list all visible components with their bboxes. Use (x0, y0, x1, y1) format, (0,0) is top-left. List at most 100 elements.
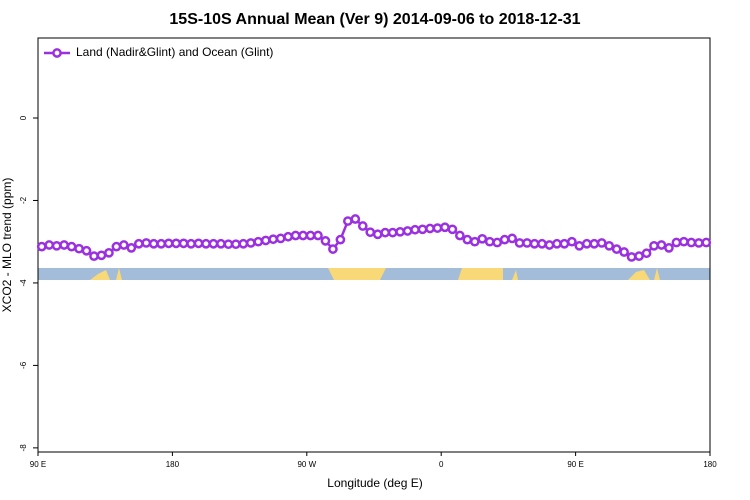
data-point (104, 247, 114, 258)
data-point (178, 238, 189, 249)
data-point (298, 230, 308, 241)
data-point (260, 235, 271, 246)
data-point (611, 244, 622, 254)
data-point (596, 238, 607, 248)
data-point (148, 238, 159, 249)
data-point (372, 229, 383, 240)
data-point (641, 248, 652, 259)
x-axis-label: Longitude (deg E) (327, 476, 422, 490)
data-point (447, 224, 458, 235)
data-point (357, 221, 368, 231)
data-point (216, 238, 226, 249)
data-point (223, 239, 234, 250)
data-point (537, 238, 547, 249)
data-point (193, 238, 204, 249)
y-tick-label: 0 (19, 115, 28, 120)
data-point (268, 234, 279, 245)
data-point (186, 238, 196, 249)
data-point (649, 240, 659, 251)
data-point (201, 238, 211, 249)
data-point (141, 238, 152, 248)
data-point (499, 234, 510, 245)
data-point (492, 237, 503, 248)
data-point (462, 234, 473, 245)
data-point (522, 238, 532, 248)
land-patch (328, 268, 386, 280)
y-axis-label: XCO2 - MLO trend (ppm) (0, 178, 14, 313)
data-point (507, 233, 517, 244)
data-point (126, 243, 137, 253)
data-point (89, 251, 99, 261)
data-point (44, 240, 55, 250)
data-point (231, 239, 241, 250)
data-point (283, 231, 293, 242)
data-point (574, 240, 585, 251)
data-point (275, 233, 286, 244)
data-point (619, 247, 629, 257)
y-tick-label: -4 (19, 279, 28, 287)
legend-label: Land (Nadir&Glint) and Ocean (Glint) (76, 45, 273, 59)
data-point (313, 230, 323, 241)
data-point (679, 236, 689, 247)
data-point (455, 230, 465, 241)
x-tick-label: 180 (703, 460, 717, 469)
land-patch (90, 270, 110, 280)
chart-title: 15S-10S Annual Mean (Ver 9) 2014-09-06 t… (169, 11, 580, 28)
data-point (402, 226, 413, 236)
data-point (567, 236, 577, 247)
data-point (350, 214, 361, 224)
data-point (514, 238, 525, 248)
data-point (432, 223, 443, 233)
data-point (96, 250, 107, 261)
data-point (163, 238, 174, 249)
data-point (671, 237, 682, 248)
data-point (664, 243, 674, 253)
land-patch (654, 268, 660, 280)
x-tick-label: 90 E (30, 460, 46, 469)
data-point (171, 238, 181, 249)
data-point (693, 238, 704, 248)
data-point (119, 240, 129, 250)
data-point (320, 236, 331, 246)
land-patch (628, 270, 650, 280)
data-point (335, 234, 346, 245)
data-point (111, 241, 122, 252)
data-point (238, 238, 249, 249)
data-point (701, 237, 712, 248)
data-point (477, 233, 488, 244)
data-point (74, 243, 84, 254)
data-point (581, 238, 592, 249)
data-point (544, 240, 555, 250)
data-point (290, 230, 301, 241)
legend-marker (52, 48, 62, 58)
data-point (36, 241, 47, 252)
data-point (552, 238, 562, 249)
data-point (410, 224, 420, 235)
y-tick-label: -6 (19, 361, 28, 369)
series-line (41, 217, 707, 259)
data-point (484, 236, 495, 247)
data-point (529, 238, 540, 249)
data-point (686, 237, 697, 248)
data-point (59, 240, 69, 250)
data-point (469, 236, 480, 247)
data-point (343, 216, 353, 226)
y-tick-label: -8 (19, 444, 28, 452)
data-point (156, 238, 167, 249)
data-point (328, 244, 338, 254)
data-point (365, 227, 376, 238)
data-point (81, 245, 92, 256)
data-point (66, 241, 77, 252)
land-patch (116, 268, 122, 280)
data-point (133, 238, 144, 249)
data-point (425, 223, 435, 234)
data-point (656, 240, 667, 250)
data-point (245, 238, 256, 248)
data-point (589, 238, 600, 249)
data-point (253, 236, 264, 247)
data-point (380, 227, 391, 238)
data-point (417, 224, 428, 235)
data-point (604, 240, 615, 251)
data-point (395, 226, 405, 237)
